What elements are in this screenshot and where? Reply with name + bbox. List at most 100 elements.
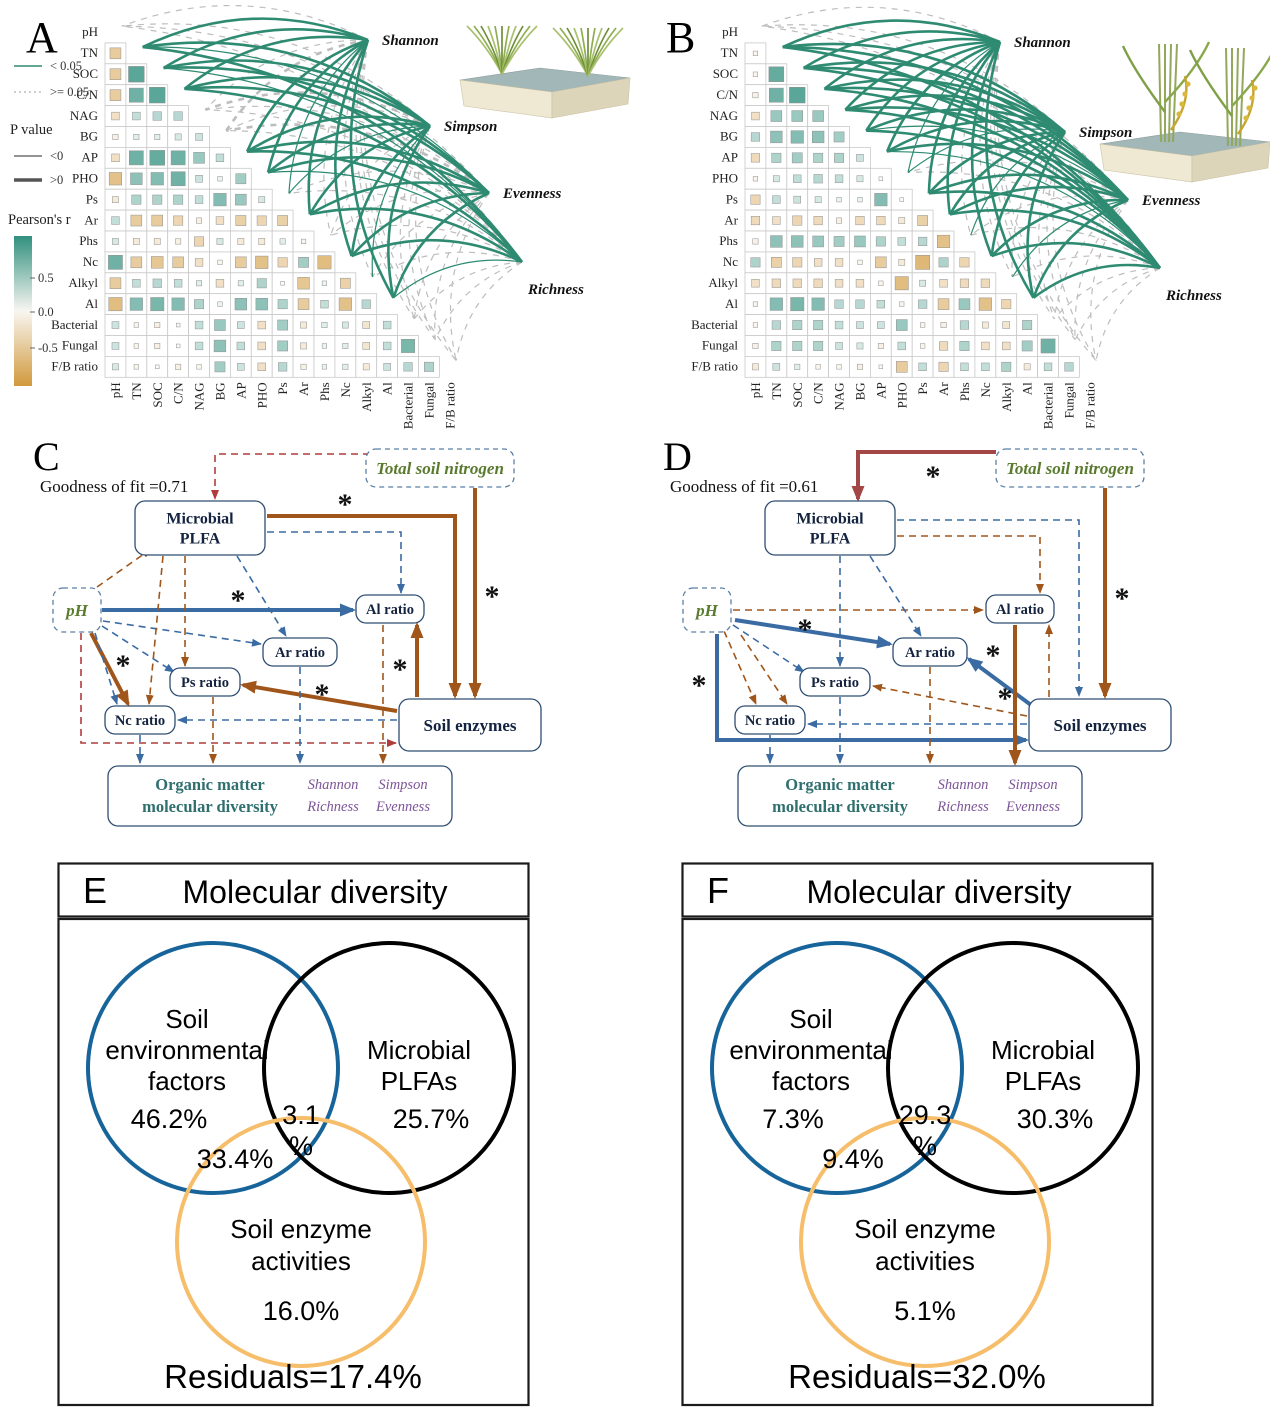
column-label: Nc (338, 382, 353, 397)
correlation-square (237, 238, 245, 245)
significance-asterisk: * (986, 639, 1001, 672)
sem-text-purple: Shannon (938, 777, 989, 793)
sem-node-label: Total soil nitrogen (1006, 459, 1134, 478)
venn-circle-soil-enzyme-activities (175, 1116, 427, 1368)
row-label: BG (80, 129, 98, 144)
significance-asterisk: * (231, 584, 246, 617)
row-label: PHO (72, 171, 98, 186)
overlap-percentage: 29.3 (899, 1100, 952, 1130)
correlation-square (320, 300, 329, 309)
correlation-square (194, 341, 204, 351)
correlation-square (236, 341, 245, 351)
column-label: AP (233, 382, 248, 399)
rice-leaf (1231, 54, 1270, 107)
venn-circle-microbial-plfas (262, 941, 516, 1195)
diversity-node-richness: Richness (1165, 288, 1222, 304)
legend: < 0.05 >= 0.05 P value <0 >0 Pearson's r 0.5 0.… (8, 59, 89, 386)
mantel-line-significant (782, 42, 1066, 133)
mantel-lines (761, 6, 1162, 361)
correlation-square (771, 152, 782, 163)
diversity-node-evenness: Evenness (1141, 193, 1201, 209)
mantel-line-significant (142, 45, 524, 263)
sem-text-om: Organic matter (785, 775, 895, 794)
set-label: environmental (105, 1035, 268, 1065)
row-label: Phs (79, 233, 98, 248)
set-label: Soil enzyme (854, 1214, 996, 1244)
sem-path-brown-dashed (723, 630, 757, 705)
overlap-percentage: 33.4% (197, 1144, 274, 1174)
correlation-square (815, 364, 821, 370)
correlation-square (876, 216, 886, 226)
correlation-square (1002, 341, 1011, 351)
sem-node-label: Ar ratio (905, 645, 955, 661)
sem-node-label: Total soil nitrogen (376, 459, 504, 478)
correlation-square (108, 172, 122, 186)
correlation-square (790, 297, 805, 312)
sem-node-ph (682, 587, 732, 633)
correlation-square (256, 278, 267, 289)
set-label: activities (251, 1246, 351, 1276)
venn-title-bar (57, 862, 530, 918)
correlation-square (813, 152, 824, 163)
row-label: Nc (723, 254, 738, 269)
correlation-square (878, 280, 884, 286)
set-label: activities (875, 1246, 975, 1276)
correlation-square (108, 297, 123, 312)
correlation-square (981, 341, 990, 351)
mantel-line-nonsignificant (413, 261, 523, 320)
correlation-square (424, 361, 434, 372)
correlation-square (856, 321, 864, 329)
correlation-square (255, 255, 269, 269)
grass-blade (501, 25, 538, 75)
correlation-square (170, 150, 186, 166)
correlation-square (1040, 338, 1056, 354)
rice-grain (1179, 101, 1185, 107)
mantel-line-nonsignificant (455, 261, 523, 361)
correlation-square (857, 363, 863, 370)
mantel-line-significant (163, 66, 490, 194)
correlation-square (112, 238, 119, 245)
sem-node-tsn (995, 448, 1145, 488)
significance-asterisk: * (692, 669, 707, 702)
correlation-square (362, 321, 370, 329)
correlation-square (152, 194, 163, 205)
mantel-line-nonsignificant (330, 125, 431, 236)
panel-a-correlation: pH pH TN TN SOC SOC C/N C/N NAG NAG BG BG AP AP PHO PHO… (8, 5, 631, 429)
row-label: AP (81, 150, 98, 165)
correlation-square (171, 297, 185, 311)
correlation-square (130, 214, 143, 227)
correlation-square (194, 258, 204, 267)
sem-node-label: Soil enzymes (1053, 716, 1146, 735)
rice-grain (1176, 111, 1182, 117)
correlation-square (836, 197, 842, 203)
sem-node-label: Microbial (796, 511, 864, 528)
row-label: pH (82, 24, 98, 39)
correlation-square (751, 111, 760, 121)
diversity-node-shannon: Shannon (1014, 35, 1071, 51)
mantel-line-nonsignificant (399, 125, 431, 319)
mantel-line-nonsignificant (993, 41, 1076, 341)
set-percentage: 16.0% (263, 1296, 340, 1326)
correlation-square (833, 131, 845, 143)
mantel-line-nonsignificant (330, 189, 490, 236)
mantel-line-nonsignificant (355, 39, 415, 320)
sem-text-purple: Simpson (1008, 777, 1057, 793)
row-label: Bacterial (691, 317, 738, 332)
mantel-line-significant (142, 17, 369, 49)
set-label: Microbial (991, 1035, 1095, 1065)
sem-path-blue-dashed (94, 632, 119, 705)
correlation-square (237, 363, 245, 371)
correlation-square (752, 50, 758, 56)
panel-e-venn: E Molecular diversity Soil environmental… (57, 862, 530, 1407)
sem-path-red-dashed (211, 453, 370, 500)
venn-circle-microbial-plfas (886, 941, 1140, 1195)
row-label: Alkyl (68, 275, 98, 290)
grass-illustration (459, 25, 631, 119)
mantel-line-significant (184, 76, 431, 128)
correlation-square (173, 194, 184, 205)
correlation-square (752, 238, 759, 245)
correlation-square (196, 217, 202, 224)
mantel-line-nonsignificant (225, 38, 369, 132)
rice-stem (1158, 43, 1162, 143)
